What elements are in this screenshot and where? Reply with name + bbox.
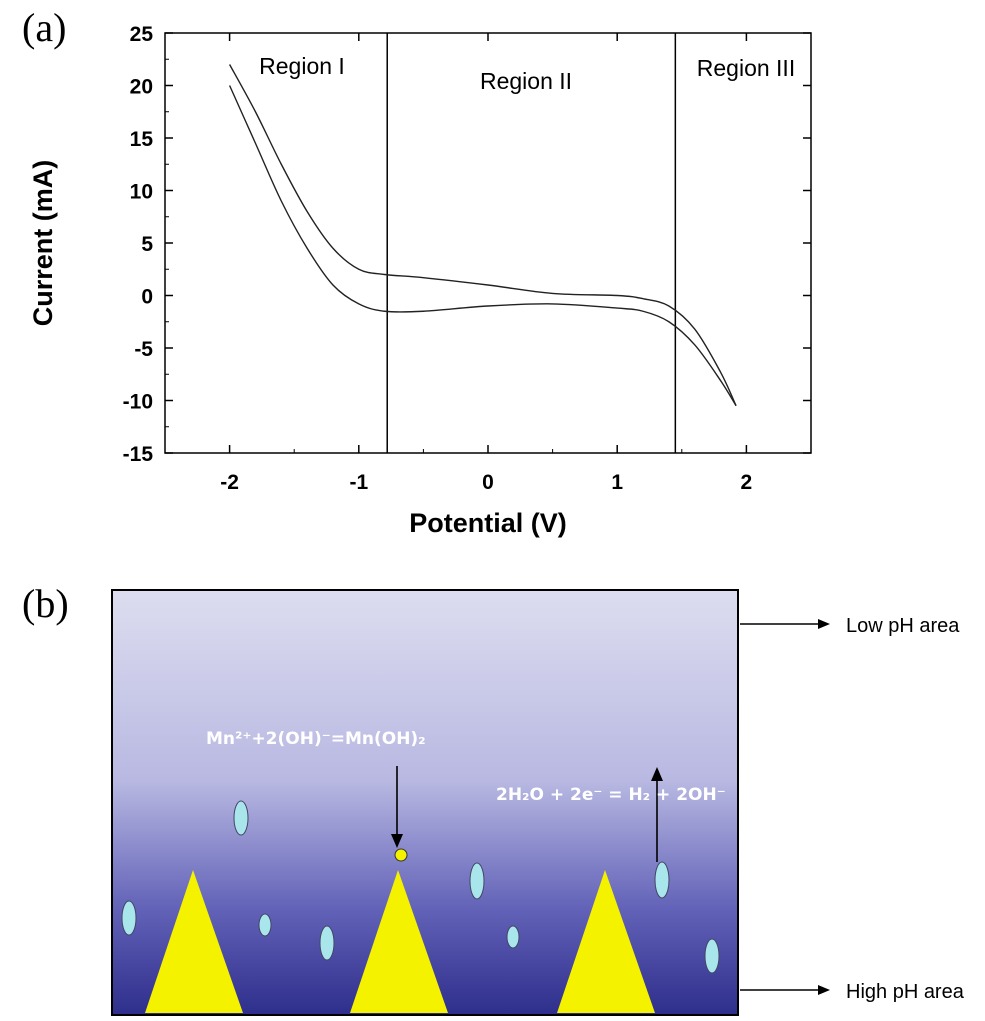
panel-b-label: (b)	[22, 581, 69, 626]
pyramid-3	[557, 870, 655, 1013]
arrow-down-head	[391, 834, 403, 848]
bubble	[506, 925, 520, 949]
y-axis-ticks: 25 20 15 10 5 0 -5 -10 -15	[123, 23, 811, 466]
x-tick-label: 0	[482, 471, 494, 494]
low-ph-arrow-head	[818, 619, 830, 629]
y-tick-label: 15	[130, 128, 154, 151]
cv-branch	[228, 64, 737, 407]
bubble	[233, 800, 249, 836]
cv-branch	[228, 85, 737, 407]
y-tick-label: 20	[130, 76, 153, 99]
cv-curves	[228, 64, 737, 407]
x-tick-label: 2	[741, 471, 753, 494]
equation-hydrogen: 2H₂O + 2e⁻ = H₂ + 2OH⁻	[496, 785, 726, 805]
low-ph-label: Low pH area	[846, 615, 960, 637]
high-ph-arrow-head	[818, 985, 830, 995]
bubble	[469, 862, 485, 900]
solution-box	[111, 589, 739, 1016]
pyramid-2	[350, 870, 448, 1013]
bubble	[258, 913, 272, 937]
y-tick-label: -5	[134, 338, 153, 361]
bubble	[121, 900, 137, 936]
y-tick-label: 5	[141, 233, 153, 256]
x-tick-label: -2	[220, 471, 239, 494]
panel-a-label: (a)	[22, 5, 67, 50]
region-dividers: Region I Region II Region III	[259, 33, 795, 453]
x-axis-ticks: -2 -1 0 1 2	[164, 33, 812, 494]
x-tick-label: -1	[349, 471, 368, 494]
region-label: Region II	[480, 68, 572, 94]
y-tick-label: 10	[130, 181, 153, 204]
y-tick-label: 0	[141, 286, 153, 309]
x-axis-title: Potential (V)	[409, 508, 567, 538]
bubble	[704, 938, 720, 974]
y-tick-label: 25	[130, 23, 154, 46]
pyramid-1	[145, 870, 243, 1013]
y-axis-title: Current (mA)	[28, 160, 58, 327]
region-label: Region I	[259, 53, 345, 79]
y-tick-label: -10	[123, 391, 153, 414]
x-tick-label: 1	[611, 471, 623, 494]
mn-hydroxide-dot	[394, 848, 408, 862]
bubble	[654, 861, 670, 899]
arrow-up-head	[651, 767, 663, 781]
equation-precipitation: Mn²⁺+2(OH)⁻=Mn(OH)₂	[206, 729, 426, 749]
y-tick-label: -15	[123, 443, 154, 466]
region-label: Region III	[697, 55, 795, 81]
bubble	[319, 925, 335, 961]
plot-frame	[164, 32, 812, 454]
high-ph-label: High pH area	[846, 981, 965, 1003]
